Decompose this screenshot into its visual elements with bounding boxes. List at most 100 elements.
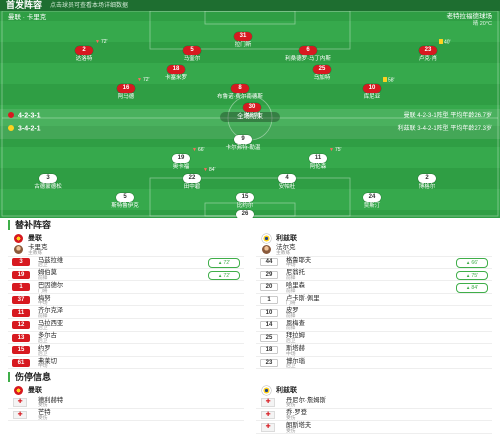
coach-avatar — [262, 245, 271, 254]
sub-player-row[interactable]: 15 约罗 后卫 — [8, 344, 244, 357]
sub-player-row[interactable]: 18 斯塔赫 中场 — [256, 344, 492, 357]
lineup-header-bar — [0, 0, 500, 11]
sub-player-name: 恩梅查 — [286, 319, 305, 327]
shirt-number-badge: 19 — [12, 270, 30, 279]
sub-in-badge: ▲72' — [208, 258, 240, 268]
away-team-header[interactable]: 利兹联 — [256, 232, 492, 244]
sub-player-row[interactable]: 12 马拉西亚 后卫 — [8, 319, 244, 332]
home-coach-row[interactable]: 卡里克 主教练 — [8, 243, 244, 257]
sub-player-row[interactable]: 11 齐尔克泽 前锋 — [8, 306, 244, 319]
player-away[interactable]: 15 比约尔 — [205, 185, 285, 209]
player-away[interactable]: 4 安帕杜 — [247, 166, 327, 190]
player-name: 谢什科 — [243, 113, 261, 119]
shirt-number-badge: 20 — [260, 283, 278, 292]
player-home[interactable]: 16 阿马德 ▼72' — [86, 76, 166, 100]
player-home[interactable]: 10 库尼亚 58' — [332, 76, 412, 100]
home-team-coach-label: 曼联 · 卡里克 — [8, 14, 47, 21]
sub-player-position: 门将 — [286, 301, 296, 307]
player-away[interactable]: 22 田中碧 ▼84' — [152, 166, 232, 190]
injury-status: 受伤 — [38, 403, 48, 409]
sub-player-position: 中场 — [286, 351, 296, 357]
shirt-number: 23 — [419, 45, 437, 55]
player-home[interactable]: 31 拉门斯 — [203, 24, 283, 48]
sub-player-row[interactable]: 37 梅努 中场 — [8, 294, 244, 307]
match-event: ▼66' — [192, 147, 204, 154]
match-status: 全场结束 — [220, 112, 280, 122]
sub-in-minute: 84' — [471, 285, 479, 292]
sub-player-row[interactable]: 3 马兹拉维 后卫 ▲72' — [8, 256, 244, 269]
sub-player-name: 格鲁耶夫 — [286, 256, 312, 264]
player-away[interactable]: 9 卡尔弗特-勒温 — [203, 127, 283, 151]
away-injury-team-header[interactable]: 利兹联 — [256, 384, 492, 396]
player-away[interactable]: 5 斯特鲁伊克 — [85, 185, 165, 209]
player-name: 库尼亚 — [363, 94, 381, 100]
player-name: 比约尔 — [236, 203, 254, 209]
venue-name: 老特拉福德球场 — [446, 13, 493, 20]
away-coach-row[interactable]: 法尔克 主教练 — [256, 243, 492, 257]
sub-player-row[interactable]: 44 格鲁耶夫 中场 ▲66' — [256, 256, 492, 269]
away-injury-list: ✚ 丹尼尔·詹姆斯 受伤 ✚ 乔·罗登 受伤 ✚ 朗斯塔夫 受伤 — [256, 396, 492, 434]
player-home[interactable]: 25 乌加特 — [282, 57, 362, 81]
player-name: 安帕杜 — [278, 184, 296, 190]
injured-player-row[interactable]: ✚ 德利赫特 受伤 — [8, 396, 244, 409]
player-home[interactable]: 30 谢什科 — [212, 95, 292, 119]
shirt-number-badge: 1 — [260, 295, 278, 304]
player-home[interactable]: 5 马奎尔 — [152, 38, 232, 62]
sub-player-row[interactable]: 23 博尔瑙 后卫 — [256, 357, 492, 370]
sub-player-row[interactable]: 19 姆伯莫 前锋 ▲72' — [8, 269, 244, 282]
shirt-number-badge: 3 — [12, 258, 30, 267]
sub-player-position: 后卫 — [38, 351, 48, 357]
injury-status: 受伤 — [38, 415, 48, 421]
injured-player-row[interactable]: ✚ 芒特 受伤 — [8, 409, 244, 422]
injured-player-row[interactable]: ✚ 丹尼尔·詹姆斯 受伤 — [256, 396, 492, 409]
sub-player-row[interactable]: 61 弗莱切 中场 — [8, 357, 244, 370]
player-away[interactable]: 19 奥卡福 ▼66' — [141, 146, 221, 170]
event-minute: 72' — [100, 38, 108, 45]
player-name: 贾斯汀 — [363, 203, 381, 209]
player-name: 卡尔弗特-勒温 — [225, 145, 261, 151]
injured-player-row[interactable]: ✚ 朗斯塔夫 受伤 — [256, 421, 492, 434]
away-formation-summary: 利兹联 3-4-2-1阵型 平均年龄27.3岁 — [397, 126, 492, 132]
sub-in-icon: ▲ — [465, 260, 471, 266]
player-away[interactable]: 26达洛 — [205, 202, 285, 218]
player-away[interactable]: 11 阿伦森 ▼75' — [278, 146, 358, 170]
home-injury-list: ✚ 德利赫特 受伤 ✚ 芒特 受伤 — [8, 396, 244, 422]
sub-player-row[interactable]: 25 拜拉姆 后卫 — [256, 332, 492, 345]
player-home[interactable]: 18 卡塞米罗 — [136, 57, 216, 81]
player-home[interactable]: 23 卢克·肖 40' — [388, 38, 468, 62]
player-name: 达洛特 — [75, 56, 93, 62]
player-name: 奥卡福 — [172, 164, 190, 170]
player-home[interactable]: 8 布鲁诺·费尔南德斯 — [200, 76, 280, 100]
player-away[interactable]: 3 古德蒙德松 — [8, 166, 88, 190]
event-minute: 58' — [388, 77, 395, 83]
home-team-header[interactable]: 曼联 — [8, 232, 244, 244]
sub-player-row[interactable]: 1 巴因德尔 门将 — [8, 281, 244, 294]
player-home[interactable]: 2 达洛特 ▼72' — [44, 38, 124, 62]
sub-player-row[interactable]: 14 恩梅查 前锋 — [256, 319, 492, 332]
injury-section-title: 伤停信息 — [8, 372, 51, 382]
away-crest-icon — [262, 233, 271, 243]
sub-in-badge: ▲66' — [456, 258, 488, 268]
injured-player-row[interactable]: ✚ 乔·罗登 受伤 — [256, 409, 492, 422]
player-away[interactable]: 2 博格尔 — [387, 166, 467, 190]
sub-in-icon: ▲ — [217, 272, 223, 278]
shirt-number-badge: 14 — [260, 321, 278, 330]
sub-out-icon: ▼ — [329, 146, 334, 153]
sub-player-position: 前锋 — [286, 326, 296, 332]
sub-player-row[interactable]: 1 卢卡斯·佩里 门将 — [256, 294, 492, 307]
sub-player-row[interactable]: 20 哈里森 前锋 ▲84' — [256, 281, 492, 294]
sub-in-badge: ▲72' — [208, 270, 240, 281]
sub-player-row[interactable]: 10 皮罗 前锋 — [256, 306, 492, 319]
shirt-number: 24 — [363, 192, 381, 202]
injury-icon: ✚ — [261, 410, 275, 420]
player-away[interactable]: 24 贾斯汀 — [332, 185, 412, 209]
home-team-name: 曼联 — [28, 234, 42, 242]
player-home[interactable]: 6 利桑德罗·马丁内斯 — [268, 38, 348, 62]
shirt-number: 5 — [183, 45, 201, 55]
sub-player-row[interactable]: 29 尼翁托 前锋 ▲75' — [256, 269, 492, 282]
away-formation-text: 3-4-2-1 — [18, 125, 41, 133]
home-injury-team-header[interactable]: 曼联 — [8, 384, 244, 396]
away-subs-list: 44 格鲁耶夫 中场 ▲66' 29 尼翁托 前锋 ▲75' 20 哈里森 前锋 ▲84' 1 卢卡斯·佩… — [256, 256, 492, 370]
injury-status: 受伤 — [286, 415, 296, 421]
sub-player-row[interactable]: 13 多尔古 后卫 — [8, 332, 244, 345]
